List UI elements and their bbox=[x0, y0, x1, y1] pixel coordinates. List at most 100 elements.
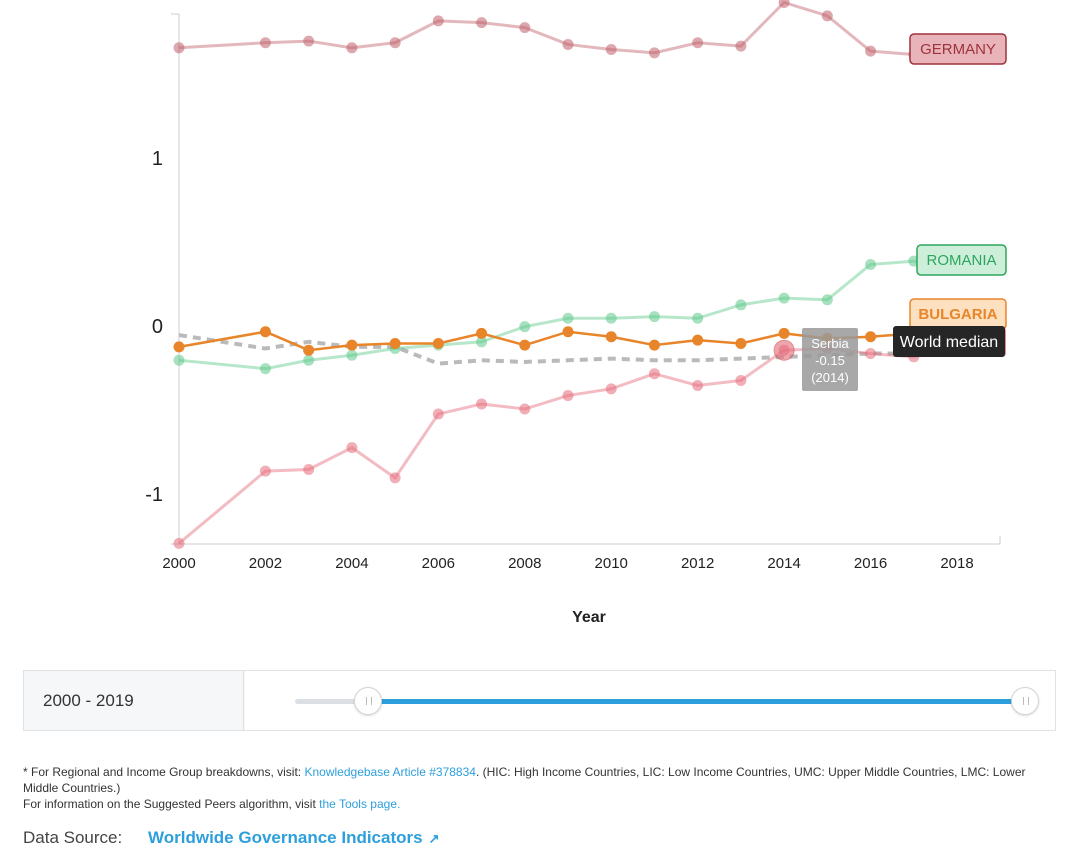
bulgaria-data-point[interactable] bbox=[605, 331, 617, 343]
serbia-data-point[interactable] bbox=[303, 463, 315, 475]
x-tick-label: 2014 bbox=[767, 555, 800, 572]
footnote-prefix: * For Regional and Income Group breakdow… bbox=[23, 765, 305, 779]
tooltip-box bbox=[802, 328, 858, 391]
year-range-control: 2000 - 2019 bbox=[23, 670, 1056, 731]
serbia-data-point[interactable] bbox=[519, 403, 531, 415]
germany-data-point[interactable] bbox=[432, 15, 444, 27]
bulgaria-data-point[interactable] bbox=[648, 339, 660, 351]
serbia-data-point[interactable] bbox=[173, 537, 185, 549]
bulgaria-data-point[interactable] bbox=[346, 339, 358, 351]
slider-start-handle[interactable] bbox=[354, 687, 382, 715]
germany-data-point[interactable] bbox=[173, 42, 185, 54]
footnote-income-groups: . (HIC: High Income Countries, LIC: Low … bbox=[23, 765, 1026, 795]
germany-data-point[interactable] bbox=[476, 17, 488, 29]
romania-label-text: ROMANIA bbox=[926, 252, 996, 269]
bulgaria-label-text: BULGARIA bbox=[918, 306, 997, 323]
x-tick-label: 2006 bbox=[422, 555, 455, 572]
germany-series-line bbox=[178, 0, 958, 57]
romania-data-point[interactable] bbox=[346, 349, 358, 361]
serbia-data-point[interactable] bbox=[389, 472, 401, 484]
serbia-data-point[interactable] bbox=[735, 374, 747, 386]
data-source-link[interactable]: Worldwide Governance Indicators ↗ bbox=[148, 828, 440, 848]
x-tick-label: 2010 bbox=[595, 555, 628, 572]
romania-data-point[interactable] bbox=[648, 311, 660, 323]
x-tick-label: 2002 bbox=[249, 555, 282, 572]
germany-data-point[interactable] bbox=[735, 40, 747, 52]
x-axis-title: Year bbox=[572, 609, 606, 626]
germany-data-point[interactable] bbox=[562, 38, 574, 50]
germany-data-point[interactable] bbox=[605, 43, 617, 55]
bulgaria-data-point[interactable] bbox=[389, 337, 401, 349]
footnote: * For Regional and Income Group breakdow… bbox=[23, 764, 1043, 812]
tooltip-line-2: -0.15 bbox=[815, 353, 845, 368]
serbia-data-point[interactable] bbox=[476, 398, 488, 410]
germany-data-point[interactable] bbox=[346, 42, 358, 54]
germany-data-point[interactable] bbox=[692, 37, 704, 49]
romania-data-point[interactable] bbox=[476, 336, 488, 348]
data-source-link-text: Worldwide Governance Indicators bbox=[148, 828, 423, 847]
x-tick-label: 2000 bbox=[162, 555, 195, 572]
bulgaria-data-point[interactable] bbox=[303, 344, 315, 356]
germany-data-point[interactable] bbox=[519, 22, 531, 34]
tools-page-link[interactable]: the Tools page. bbox=[319, 797, 401, 811]
serbia-data-point[interactable] bbox=[562, 390, 574, 402]
serbia-data-point[interactable] bbox=[648, 368, 660, 380]
bulgaria-data-point[interactable] bbox=[476, 327, 488, 339]
germany-data-point[interactable] bbox=[778, 0, 790, 8]
bulgaria-data-point[interactable] bbox=[173, 341, 185, 353]
germany-data-point[interactable] bbox=[648, 47, 660, 59]
romania-data-point[interactable] bbox=[821, 294, 833, 306]
x-tick-label: 2004 bbox=[335, 555, 368, 572]
romania-series-line bbox=[178, 259, 958, 371]
romania-data-point[interactable] bbox=[692, 312, 704, 324]
serbia-data-point[interactable] bbox=[432, 408, 444, 420]
slider-selected-range bbox=[368, 699, 1025, 704]
romania-data-point[interactable] bbox=[303, 354, 315, 366]
year-range-slider[interactable] bbox=[245, 671, 1055, 730]
bulgaria-data-point[interactable] bbox=[778, 327, 790, 339]
knowledgebase-link[interactable]: Knowledgebase Article #378834 bbox=[304, 765, 476, 779]
bulgaria-data-point[interactable] bbox=[259, 326, 271, 338]
external-link-icon: ↗ bbox=[428, 831, 440, 846]
germany-data-point[interactable] bbox=[303, 35, 315, 47]
y-tick-label: -1 bbox=[145, 484, 163, 506]
serbia-highlight-point[interactable] bbox=[773, 339, 795, 361]
bulgaria-data-point[interactable] bbox=[519, 339, 531, 351]
serbia-data-point[interactable] bbox=[346, 442, 358, 454]
tooltip-line-3: (2014) bbox=[811, 370, 849, 385]
romania-data-point[interactable] bbox=[605, 312, 617, 324]
data-source-label: Data Source: bbox=[23, 828, 123, 847]
bulgaria-data-point[interactable] bbox=[692, 334, 704, 346]
slider-end-handle[interactable] bbox=[1011, 687, 1039, 715]
y-tick-label: 0 bbox=[152, 316, 163, 338]
world-median-label-box bbox=[893, 326, 1005, 357]
germany-data-point[interactable] bbox=[821, 10, 833, 22]
y-tick-label: 1 bbox=[152, 148, 163, 170]
romania-data-point[interactable] bbox=[778, 292, 790, 304]
year-range-label: 2000 - 2019 bbox=[24, 671, 244, 730]
serbia-data-point[interactable] bbox=[692, 379, 704, 391]
serbia-data-point[interactable] bbox=[605, 383, 617, 395]
x-tick-label: 2018 bbox=[940, 555, 973, 572]
footnote-peers: For information on the Suggested Peers a… bbox=[23, 797, 320, 811]
romania-data-point[interactable] bbox=[865, 259, 877, 271]
x-tick-label: 2016 bbox=[854, 555, 887, 572]
germany-data-point[interactable] bbox=[865, 45, 877, 57]
bulgaria-data-point[interactable] bbox=[432, 337, 444, 349]
romania-data-point[interactable] bbox=[259, 363, 271, 375]
serbia-data-point[interactable] bbox=[865, 348, 877, 360]
germany-data-point[interactable] bbox=[389, 37, 401, 49]
germany-data-point[interactable] bbox=[259, 37, 271, 49]
germany-label-text: GERMANY bbox=[920, 41, 996, 58]
serbia-data-point[interactable] bbox=[259, 465, 271, 477]
romania-data-point[interactable] bbox=[562, 312, 574, 324]
world-median-label-text: World median bbox=[900, 334, 998, 351]
romania-data-point[interactable] bbox=[173, 354, 185, 366]
romania-data-point[interactable] bbox=[519, 321, 531, 333]
romania-label-box bbox=[916, 244, 1007, 276]
romania-data-point[interactable] bbox=[735, 299, 747, 311]
bulgaria-data-point[interactable] bbox=[735, 337, 747, 349]
germany-label-box bbox=[909, 33, 1007, 65]
bulgaria-data-point[interactable] bbox=[865, 331, 877, 343]
bulgaria-data-point[interactable] bbox=[562, 326, 574, 338]
